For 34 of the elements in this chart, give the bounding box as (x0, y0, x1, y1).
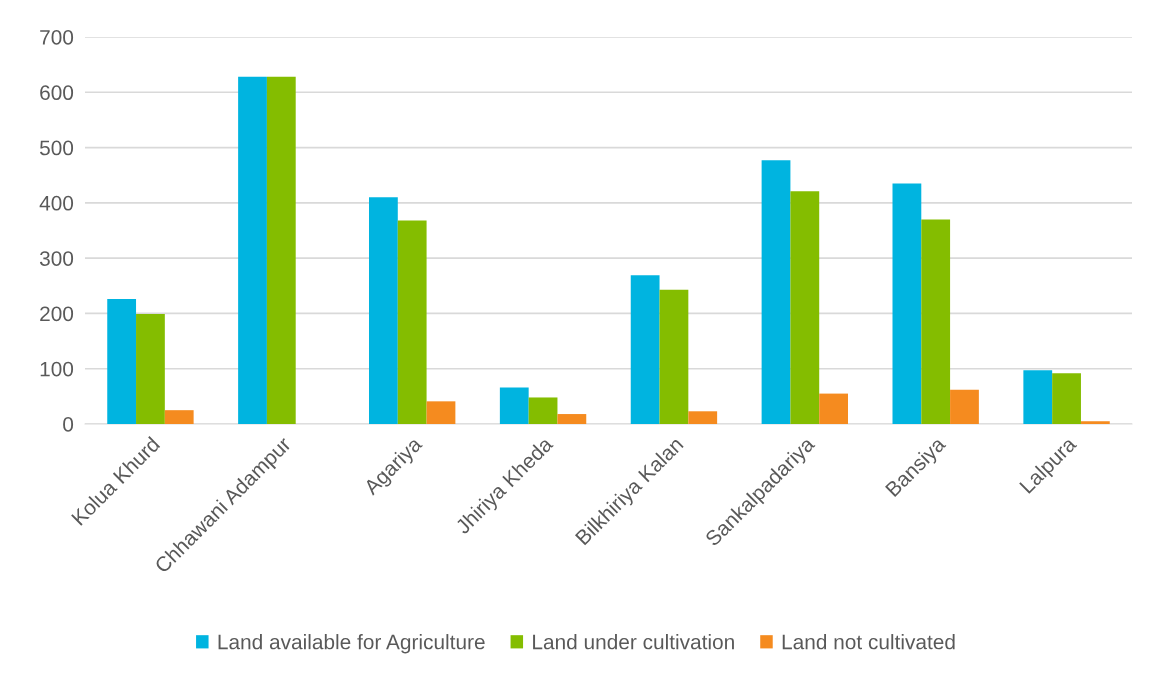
y-tick-label: 300 (39, 251, 74, 266)
bar (238, 76, 267, 424)
legend-label: Land not cultivated (782, 634, 955, 650)
bar (164, 410, 194, 424)
bar (369, 197, 398, 424)
bar (557, 414, 587, 424)
bar (790, 191, 820, 424)
bar (266, 76, 296, 424)
y-tick-label: 400 (39, 195, 74, 211)
bar (1023, 370, 1053, 424)
bar (1080, 421, 1110, 424)
bar (107, 299, 137, 424)
bar (426, 401, 456, 424)
y-tick-label: 500 (39, 140, 74, 156)
bar (136, 313, 165, 424)
y-tick-label: 200 (40, 306, 74, 322)
bar (819, 393, 848, 424)
bar (892, 183, 922, 424)
y-tick-label: 100 (40, 361, 74, 377)
bar (659, 289, 689, 424)
y-tick-label: 0 (63, 417, 74, 432)
bar (499, 387, 529, 424)
y-tick-label: 700 (40, 30, 74, 45)
bar (950, 389, 979, 424)
legend-label: Land under cultivation (533, 634, 734, 650)
bar (761, 160, 791, 424)
bar (397, 220, 427, 424)
bar (528, 397, 558, 424)
bar (688, 411, 718, 424)
bar (1052, 373, 1081, 424)
y-tick-label: 600 (40, 85, 74, 101)
bar (921, 219, 951, 424)
bar (630, 275, 660, 424)
legend-label: Land available for Agriculture (218, 634, 485, 654)
